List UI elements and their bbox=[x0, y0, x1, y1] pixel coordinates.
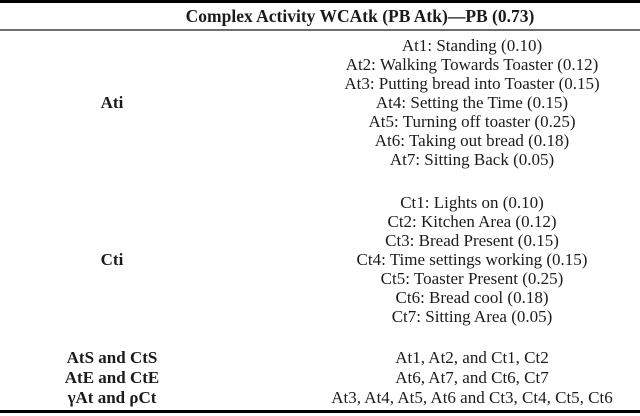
cti-lines: Ct1: Lights on (0.10) Ct2: Kitchen Area … bbox=[304, 193, 640, 326]
table-title: Complex Activity WCAtk (PB Atk)—PB (0.73… bbox=[185, 6, 535, 26]
activity-line: At3: Putting bread into Toaster (0.15) bbox=[344, 74, 600, 93]
activity-line: At1: Standing (0.10) bbox=[401, 36, 543, 55]
ati-lines: At1: Standing (0.10) At2: Walking Toward… bbox=[304, 36, 640, 169]
condition-line: Ct5: Toaster Present (0.25) bbox=[380, 269, 564, 288]
condition-line: Ct3: Bread Present (0.15) bbox=[385, 231, 559, 250]
table-row-ati: Ati At1: Standing (0.10) At2: Walking To… bbox=[0, 36, 640, 169]
activity-line: At4: Setting the Time (0.15) bbox=[375, 93, 569, 112]
row-label: AtS and CtS bbox=[66, 348, 158, 367]
activity-line: At5: Turning off toaster (0.25) bbox=[368, 112, 576, 131]
condition-line: Ct4: Time settings working (0.15) bbox=[356, 250, 588, 269]
activity-line: At6: Taking out bread (0.18) bbox=[374, 131, 570, 150]
row-value: At6, At7, and Ct6, Ct7 bbox=[395, 368, 549, 387]
row-value: At1, At2, and Ct1, Ct2 bbox=[395, 348, 549, 367]
row-label-ati: Ati bbox=[100, 93, 124, 112]
header-rule bbox=[0, 29, 640, 31]
row-value: At3, At4, At5, At6 and Ct3, Ct4, Ct5, Ct… bbox=[331, 388, 613, 407]
condition-line: Ct6: Bread cool (0.18) bbox=[395, 288, 549, 307]
activity-line: At2: Walking Towards Toaster (0.12) bbox=[345, 55, 599, 74]
condition-line: Ct7: Sitting Area (0.05) bbox=[391, 307, 553, 326]
table-footer: AtS and CtS At1, At2, and Ct1, Ct2 AtE a… bbox=[0, 348, 640, 408]
condition-line: Ct2: Kitchen Area (0.12) bbox=[387, 212, 557, 231]
table-row-gamma-rho: γAt and ρCt At3, At4, At5, At6 and Ct3, … bbox=[0, 388, 640, 408]
row-label-cti: Cti bbox=[100, 250, 124, 269]
row-label: AtE and CtE bbox=[64, 368, 160, 387]
condition-line: Ct1: Lights on (0.10) bbox=[400, 193, 544, 212]
activity-line: At7: Sitting Back (0.05) bbox=[389, 150, 555, 169]
table-row-ats-cts: AtS and CtS At1, At2, and Ct1, Ct2 bbox=[0, 348, 640, 368]
table-body: Ati At1: Standing (0.10) At2: Walking To… bbox=[0, 36, 640, 408]
bottom-rule bbox=[0, 410, 640, 413]
row-label: γAt and ρCt bbox=[67, 388, 157, 407]
table-row-cti: Cti Ct1: Lights on (0.10) Ct2: Kitchen A… bbox=[0, 193, 640, 326]
table-row-ate-cte: AtE and CtE At6, At7, and Ct6, Ct7 bbox=[0, 368, 640, 388]
top-rule bbox=[0, 0, 640, 3]
